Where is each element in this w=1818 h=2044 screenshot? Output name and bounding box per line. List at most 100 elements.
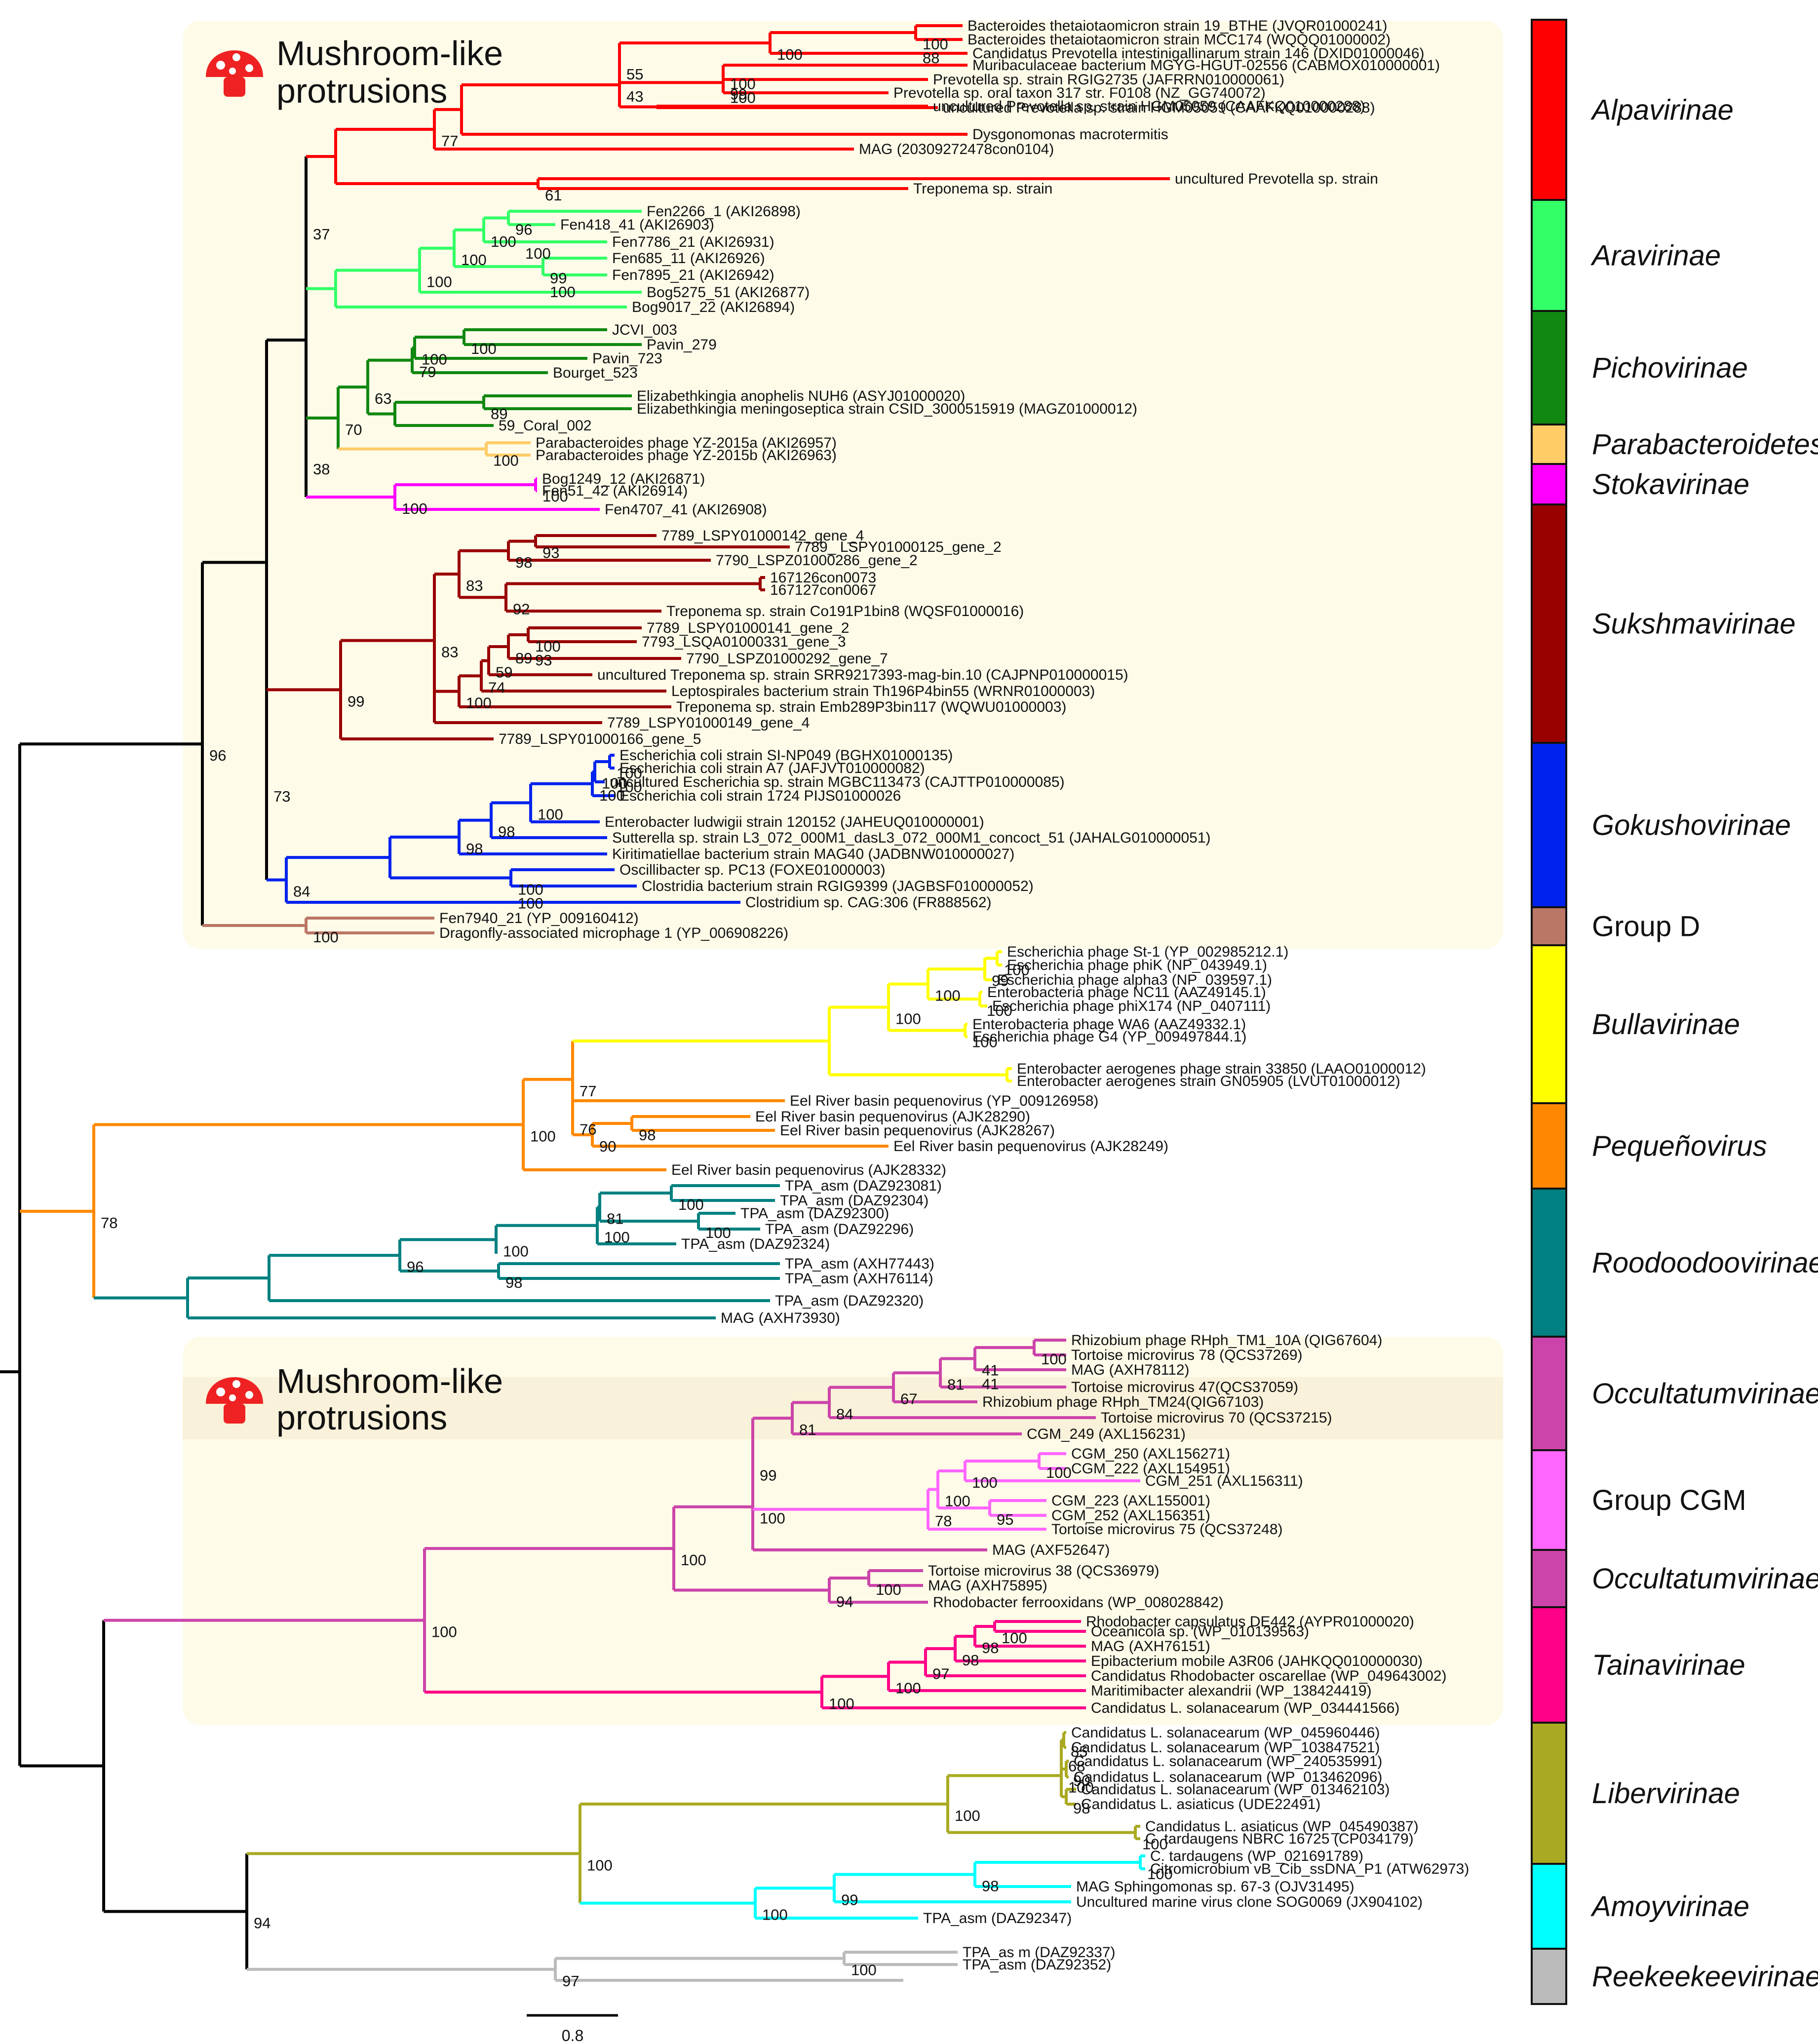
bootstrap-value: 81 (607, 1210, 623, 1228)
taxon-label: Candidatus L. solanacearum (WP_013462103… (1081, 1781, 1390, 1798)
strip-segment (1531, 424, 1567, 465)
taxon-label: Bog1249_12 (AKI26871) (542, 471, 705, 487)
bootstrap-value: 78 (935, 1512, 952, 1530)
subfamily-label: Tainavirinae (1592, 1649, 1745, 1681)
bootstrap-value: 84 (836, 1405, 853, 1423)
bootstrap-value: 94 (836, 1593, 853, 1611)
bootstrap-value: 100 (503, 1242, 529, 1260)
taxon-label: Escherichia phage St-1 (YP_002985212.1) (1007, 944, 1288, 960)
bootstrap-value: 100 (471, 340, 497, 357)
bootstrap-value: 100 (1068, 1778, 1094, 1796)
bootstrap-value: 73 (273, 788, 290, 805)
bootstrap-value: 81 (799, 1421, 816, 1438)
taxon-label: Fen7786_21 (AKI26931) (612, 234, 774, 250)
bootstrap-value: 59 (496, 664, 512, 681)
taxon-label: Candidatus Prevotella intestinigallinaru… (972, 45, 1425, 62)
bootstrap-value: 100 (829, 1695, 854, 1712)
taxon-label: uncultured Prevotella sp. strain HGM0505… (943, 100, 1375, 116)
taxon-label: uncultured Escherichia sp. strain MGBC11… (610, 774, 1065, 790)
taxon-label: Escherichia coli strain 1724 PIJS0100002… (619, 788, 901, 804)
bootstrap-value: 100 (530, 1127, 556, 1145)
bootstrap-value: 100 (599, 787, 625, 804)
taxon-label: Citromicrobium vB_Cib_ssDNA_P1 (ATW62973… (1150, 1861, 1469, 1877)
taxon-label: TPA_asm (AXH76114) (785, 1271, 933, 1287)
bootstrap-value: 68 (1068, 1758, 1085, 1775)
subfamily-label: Roodoodoovirinae (1592, 1247, 1818, 1279)
bootstrap-value: 37 (313, 226, 330, 243)
bootstrap-value: 98 (515, 554, 532, 571)
bootstrap-value: 100 (538, 806, 563, 823)
taxon-label: Tortoise microvirus 78 (QCS37269) (1071, 1347, 1303, 1363)
taxon-label: Maritimibacter alexandrii (WP_138424419) (1091, 1683, 1372, 1699)
taxon-label: Bog5275_51 (AKI26877) (647, 284, 810, 301)
bootstrap-value: 99 (841, 1891, 858, 1908)
subfamily-label: Amoyvirinae (1590, 1890, 1749, 1923)
taxon-label: Enterobacteria phage WA6 (AAZ49332.1) (972, 1016, 1246, 1033)
bootstrap-value: 100 (518, 881, 543, 898)
taxon-label: Tortoise microvirus 47(QCS37059) (1071, 1379, 1298, 1395)
bootstrap-value: 100 (493, 452, 519, 469)
subfamily-label: Libervirinae (1592, 1777, 1740, 1810)
mushroom-label-top-line2: protrusions (276, 72, 447, 110)
bootstrap-value: 99 (550, 270, 567, 287)
bootstrap-value: 97 (932, 1665, 949, 1683)
taxon-label: Fen4707_41 (AKI26908) (605, 501, 767, 518)
bootstrap-value: 98 (1073, 1800, 1090, 1817)
bootstrap-value: 81 (947, 1376, 964, 1393)
taxon-label: MAG (AXH73930) (721, 1310, 840, 1326)
bootstrap-value: 83 (466, 577, 483, 594)
taxon-label: MAG Sphingomonas sp. 67-3 (OJV31495) (1076, 1879, 1354, 1895)
taxon-label: 167127con0067 (770, 582, 876, 598)
taxon-label: 7789_LSPY01000142_gene_4 (661, 528, 864, 544)
taxon-label: Epibacterium mobile A3R06 (JAHKQQ0100000… (1091, 1653, 1423, 1669)
taxon-label: Pavin_723 (592, 350, 662, 367)
taxon-label: Elizabethkingia anophelis NUH6 (ASYJ0100… (637, 388, 965, 404)
bootstrap-value: 100 (876, 1581, 901, 1598)
taxon-label: CGM_222 (AXL154951) (1071, 1461, 1230, 1477)
bootstrap-value: 100 (1002, 1629, 1027, 1647)
subfamily-label: Pichovirinae (1592, 352, 1748, 384)
strip-segment (1531, 1606, 1567, 1724)
strip-segment (1531, 503, 1567, 744)
mushroom-icon-bottom (206, 1377, 263, 1424)
bootstrap-value: 78 (101, 1214, 117, 1232)
bootstrap-value: 79 (419, 363, 436, 381)
mushroom-label-top-line1: Mushroom-like (276, 34, 503, 73)
bootstrap-value: 100 (491, 233, 516, 250)
bootstrap-value: 67 (900, 1390, 917, 1408)
bootstrap-value: 100 (617, 778, 642, 796)
bootstrap-value: 43 (626, 88, 643, 105)
subfamily-label: Aravirinae (1590, 240, 1721, 272)
taxon-label: Treponema sp. strain Emb289P3bin117 (WQW… (676, 699, 1066, 715)
taxon-label: C. tardaugens NBRC 16725 (CP034179) (1145, 1831, 1414, 1847)
bootstrap-value: 100 (1147, 1865, 1173, 1883)
bootstrap-value: 99 (730, 85, 747, 103)
taxon-label: Fen7940_21 (YP_009160412) (439, 910, 639, 926)
taxon-label: Treponema sp. strain Co191P1bin8 (WQSF01… (666, 603, 1024, 619)
taxon-label: Bog9017_22 (AKI26894) (632, 299, 795, 315)
taxon-label: Sutterella sp. strain L3_072_000M1_dasL3… (612, 830, 1211, 846)
bootstrap-value: 96 (407, 1258, 424, 1275)
taxon-label: Prevotella sp. strain RGIG2735 (JAFRRN01… (933, 72, 1284, 88)
taxon-label: Bacteroides thetaiotaomicron strain 19_B… (967, 18, 1387, 34)
bootstrap-value: 100 (730, 89, 756, 107)
taxon-label: Candidatus L. solanacearum (WP_034441566… (1091, 1700, 1399, 1716)
taxon-label: TPA_asm (DAZ92324) (681, 1236, 830, 1252)
strip-segment (1531, 1948, 1567, 2005)
taxon-label: 7789_LSPY01000166_gene_5 (499, 731, 701, 747)
mushroom-label-bottom-line1: Mushroom-like (276, 1362, 503, 1400)
bootstrap-value: 100 (923, 36, 948, 53)
taxon-label: Candidatus L. asiaticus (UDE22491) (1081, 1796, 1320, 1813)
bootstrap-value: 100 (945, 1493, 970, 1510)
taxon-label: Enterobacteria phage NC11 (AAZ49145.1) (987, 984, 1266, 1001)
bootstrap-value: 100 (617, 765, 642, 782)
taxon-label: Fen2266_1 (AKI26898) (647, 203, 801, 220)
bootstrap-value: 100 (602, 775, 627, 792)
bootstrap-value: 93 (542, 544, 559, 562)
strip-segment (1531, 1188, 1567, 1338)
taxon-label: Prevotella sp. oral taxon 317 str. F0108… (893, 85, 1266, 101)
taxon-label: Elizabethkingia meningoseptica strain CS… (637, 401, 1137, 417)
taxon-label: Fen418_41 (AKI26903) (560, 217, 714, 233)
taxon-label: Kiritimatiellae bacterium strain MAG40 (… (612, 846, 1014, 862)
taxon-label: Enterobacter aerogenes phage strain 3385… (1017, 1061, 1426, 1077)
